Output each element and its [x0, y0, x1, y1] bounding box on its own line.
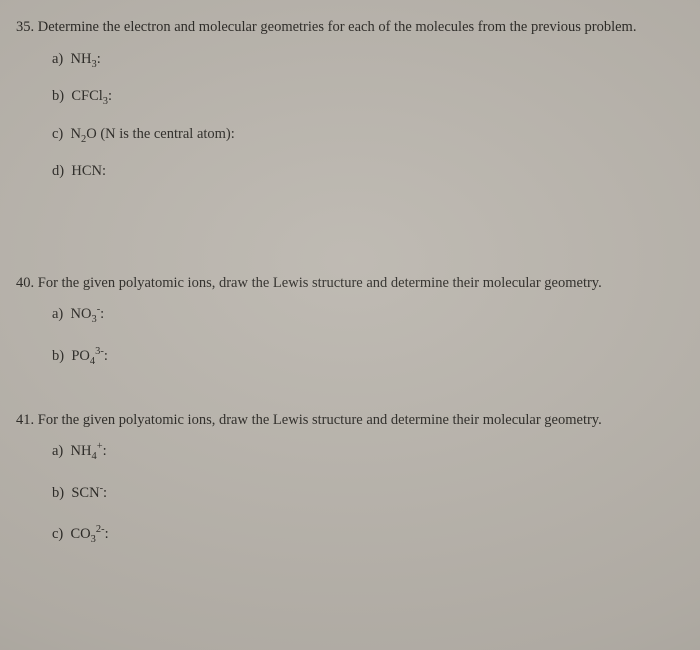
- option-label: N2O (N is the central atom):: [71, 126, 235, 142]
- option-d: d) HCN:: [52, 162, 678, 182]
- question-40-stem: 40. For the given polyatomic ions, draw …: [16, 274, 678, 294]
- option-a: a) NO3-:: [52, 305, 678, 325]
- option-a: a) NH3:: [52, 50, 678, 70]
- question-35: 35. Determine the electron and molecular…: [16, 18, 678, 182]
- question-40-options: a) NO3-: b) PO43-:: [16, 305, 678, 366]
- option-label: SCN-:: [71, 485, 107, 501]
- question-41-options: a) NH4+: b) SCN-: c) CO32-:: [16, 442, 678, 545]
- option-label: CFCl3:: [71, 88, 112, 104]
- question-number: 35.: [16, 19, 34, 35]
- option-label: NH4+:: [71, 443, 107, 459]
- question-35-stem: 35. Determine the electron and molecular…: [16, 18, 678, 38]
- option-label: HCN:: [71, 163, 106, 179]
- option-b: b) CFCl3:: [52, 87, 678, 107]
- option-a: a) NH4+:: [52, 442, 678, 462]
- option-label: PO43-:: [71, 348, 108, 364]
- option-letter: d): [52, 163, 64, 179]
- option-c: c) CO32-:: [52, 525, 678, 545]
- question-text: For the given polyatomic ions, draw the …: [38, 275, 602, 291]
- option-letter: b): [52, 485, 64, 501]
- option-letter: b): [52, 88, 64, 104]
- option-letter: b): [52, 348, 64, 364]
- question-41: 41. For the given polyatomic ions, draw …: [16, 411, 678, 545]
- option-letter: c): [52, 526, 63, 542]
- option-letter: a): [52, 51, 63, 67]
- option-b: b) SCN-:: [52, 484, 678, 504]
- question-number: 41.: [16, 412, 34, 428]
- option-letter: c): [52, 126, 63, 142]
- option-b: b) PO43-:: [52, 347, 678, 367]
- option-letter: a): [52, 306, 63, 322]
- option-letter: a): [52, 443, 63, 459]
- question-text: For the given polyatomic ions, draw the …: [38, 412, 602, 428]
- option-label: NO3-:: [71, 306, 105, 322]
- question-35-options: a) NH3: b) CFCl3: c) N2O (N is the centr…: [16, 50, 678, 182]
- option-label: NH3:: [71, 51, 101, 67]
- question-text: Determine the electron and molecular geo…: [38, 19, 637, 35]
- option-label: CO32-:: [71, 526, 109, 542]
- question-40: 40. For the given polyatomic ions, draw …: [16, 274, 678, 367]
- question-41-stem: 41. For the given polyatomic ions, draw …: [16, 411, 678, 431]
- option-c: c) N2O (N is the central atom):: [52, 125, 678, 145]
- question-number: 40.: [16, 275, 34, 291]
